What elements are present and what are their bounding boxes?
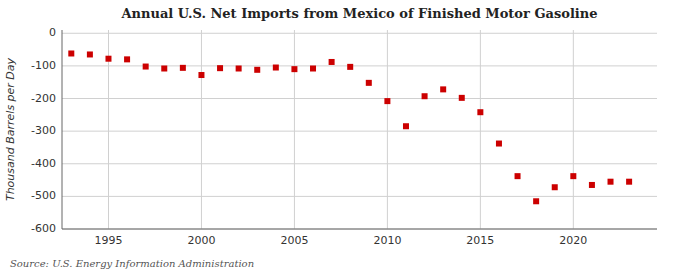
point [477, 109, 483, 115]
point [533, 198, 539, 204]
x-tick-label: 2015 [466, 234, 494, 247]
point [198, 72, 204, 78]
source-note: Source: U.S. Energy Information Administ… [10, 258, 254, 269]
y-grid-line [62, 131, 657, 132]
x-grid-line [573, 30, 574, 229]
point [217, 65, 223, 71]
x-tick-label: 2005 [280, 234, 308, 247]
points [68, 50, 632, 204]
point [236, 65, 242, 71]
x-tick-label: 2020 [559, 234, 587, 247]
grid [62, 30, 657, 229]
x-grid-line [294, 30, 295, 229]
y-grid-line [62, 33, 657, 34]
y-tick-label: -200 [31, 92, 56, 105]
page: {"chart_data": {"type": "scatter", "titl… [0, 0, 675, 275]
x-grid-line [387, 30, 388, 229]
point [68, 50, 74, 56]
y-tick-label: 0 [49, 26, 56, 39]
y-tick-label: -400 [31, 157, 56, 170]
y-axis-label: Thousand Barrels per Day [4, 57, 17, 201]
point [552, 184, 558, 190]
point [310, 65, 316, 71]
point [366, 80, 372, 86]
point [384, 98, 390, 104]
x-tick-label: 2010 [373, 234, 401, 247]
x-grid-line [480, 30, 481, 229]
y-grid-line [62, 196, 657, 197]
point [459, 95, 465, 101]
point [589, 182, 595, 188]
point [143, 64, 149, 70]
point [608, 179, 614, 185]
y-tick-label: -100 [31, 59, 56, 72]
point [291, 66, 297, 72]
point [180, 65, 186, 71]
x-tick-label: 2000 [187, 234, 215, 247]
point [329, 59, 335, 65]
point [161, 65, 167, 71]
point [105, 56, 111, 62]
y-grid-line [62, 229, 657, 230]
y-tick-label: -600 [31, 222, 56, 235]
point [347, 64, 353, 70]
point [440, 86, 446, 92]
point [570, 173, 576, 179]
y-tick-label: -300 [31, 124, 56, 137]
point [124, 56, 130, 62]
y-tick-label: -500 [31, 189, 56, 202]
y-axis-line [62, 30, 63, 229]
point [273, 65, 279, 71]
point [626, 179, 632, 185]
point [422, 93, 428, 99]
x-axis-line [62, 229, 657, 230]
y-grid-line [62, 163, 657, 164]
y-grid-line [62, 65, 657, 66]
y-grid-line [62, 98, 657, 99]
x-tick-label: 1995 [94, 234, 122, 247]
point [515, 173, 521, 179]
point [496, 141, 502, 147]
point [403, 123, 409, 129]
chart: 0 -100 -200 -300 -400 -500 -600 1995 2000 2005 201… [0, 0, 675, 275]
point [254, 67, 260, 73]
x-grid-line [201, 30, 202, 229]
point [87, 51, 93, 57]
title: Annual U.S. Net Imports from Mexico of F… [120, 6, 597, 21]
